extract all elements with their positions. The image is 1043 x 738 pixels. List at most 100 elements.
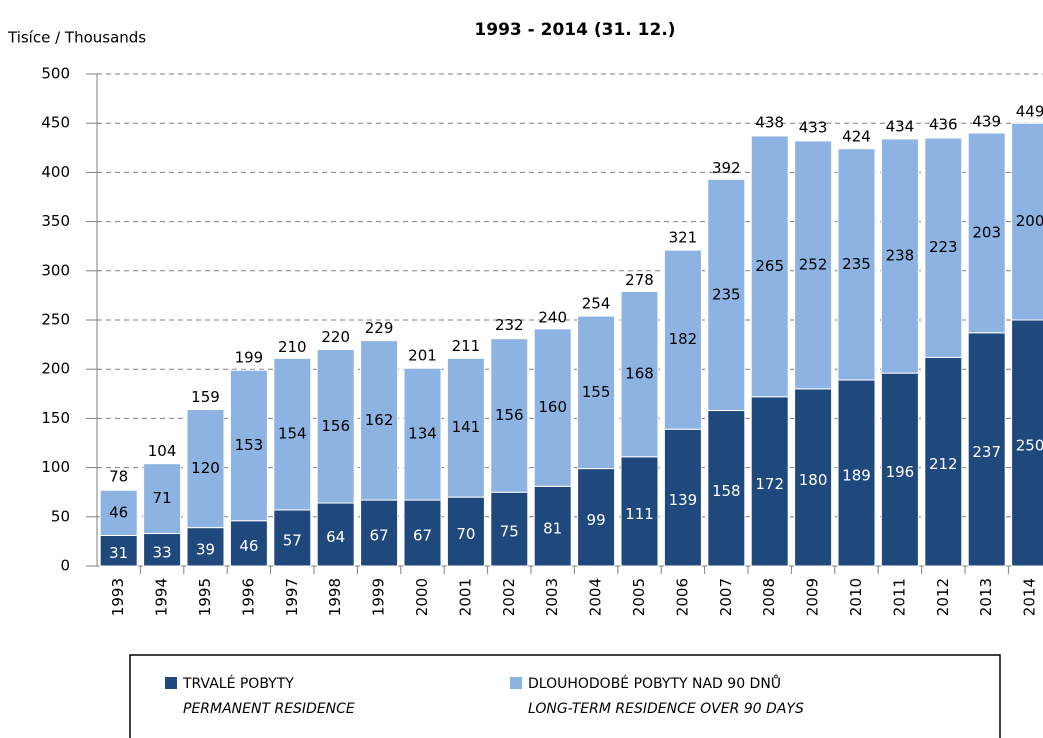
total-label: 229: [365, 319, 394, 337]
bar-segment: [880, 138, 919, 374]
value-label: 46: [239, 537, 258, 555]
legend-swatch: [165, 677, 177, 689]
value-label: 120: [191, 459, 220, 477]
value-label: 156: [495, 406, 524, 424]
x-tick-label: 2014: [1021, 578, 1039, 616]
bar-segment: [663, 249, 702, 430]
bar-segment: [663, 428, 702, 567]
bar-segment: [143, 463, 182, 535]
total-label: 78: [109, 468, 128, 486]
x-tick-label: 2006: [673, 578, 691, 616]
x-tick-label: 1993: [109, 578, 127, 616]
x-tick-label: 1999: [370, 578, 388, 616]
value-label: 162: [365, 411, 394, 429]
bar-segment: [750, 396, 789, 567]
y-tick-label: 250: [41, 311, 70, 329]
value-label: 250: [1016, 437, 1043, 455]
total-label: 449: [1016, 103, 1043, 121]
value-label: 172: [755, 475, 784, 493]
bar-segment: [229, 520, 268, 567]
value-label: 156: [321, 417, 350, 435]
chart-title: 1993 - 2014 (31. 12.): [474, 20, 675, 40]
x-tick-label: 2003: [543, 578, 561, 616]
y-tick-label: 100: [41, 458, 70, 476]
x-tick-label: 1994: [153, 578, 171, 616]
legend-label: TRVALÉ POBYTY: [182, 675, 294, 692]
bar-segment: [967, 132, 1006, 334]
value-label: 67: [413, 527, 432, 545]
legend-label-en: PERMANENT RESIDENCE: [183, 701, 355, 717]
x-tick-label: 1995: [196, 578, 214, 616]
value-label: 31: [109, 544, 128, 562]
value-label: 153: [235, 436, 264, 454]
total-label: 240: [538, 308, 567, 326]
value-label: 158: [712, 482, 741, 500]
bar-segment: [577, 468, 616, 567]
value-label: 155: [582, 383, 611, 401]
legend-swatch: [510, 677, 522, 689]
bar-segment: [837, 148, 876, 381]
total-label: 201: [408, 347, 437, 365]
value-label: 212: [929, 455, 958, 473]
x-tick-label: 2007: [717, 578, 735, 616]
total-label: 438: [755, 114, 784, 132]
bar-segment: [360, 340, 399, 501]
x-tick-label: 1997: [283, 578, 301, 616]
x-tick-label: 2012: [934, 578, 952, 616]
bar-segment: [794, 388, 833, 567]
bar-segment: [143, 533, 182, 567]
value-label: 67: [370, 527, 389, 545]
total-label: 159: [191, 388, 220, 406]
value-label: 182: [669, 330, 698, 348]
bar-segment: [403, 499, 442, 567]
bar-segment: [403, 367, 442, 501]
value-label: 265: [755, 257, 784, 275]
x-tick-label: 2011: [890, 578, 908, 616]
total-label: 392: [712, 159, 741, 177]
bar-segment: [229, 369, 268, 522]
value-label: 223: [929, 238, 958, 256]
y-axis-label: Tisíce / Thousands: [7, 29, 146, 47]
bar-segment: [446, 496, 485, 567]
total-label: 434: [886, 117, 915, 135]
value-label: 180: [799, 471, 828, 489]
value-label: 237: [972, 443, 1001, 461]
x-tick-label: 2000: [413, 578, 431, 616]
bar-segment: [924, 356, 963, 567]
value-label: 141: [452, 418, 481, 436]
bar-segment: [1011, 319, 1043, 567]
value-label: 200: [1016, 212, 1043, 230]
legend-label-en: LONG-TERM RESIDENCE OVER 90 DAYS: [528, 701, 804, 717]
bar-segment: [316, 349, 355, 504]
y-tick-label: 200: [41, 360, 70, 378]
bar-segment: [707, 178, 746, 412]
total-label: 424: [842, 127, 871, 145]
value-label: 235: [842, 255, 871, 273]
value-label: 196: [886, 463, 915, 481]
total-label: 436: [929, 115, 958, 133]
y-tick-label: 150: [41, 409, 70, 427]
value-label: 75: [500, 523, 519, 541]
x-tick-label: 2008: [760, 578, 778, 616]
value-label: 203: [972, 223, 1001, 241]
total-label: 278: [625, 271, 654, 289]
total-label: 220: [321, 328, 350, 346]
bar-segment: [99, 489, 138, 536]
y-tick-label: 450: [41, 114, 70, 132]
bar-segment: [967, 332, 1006, 567]
value-label: 160: [538, 398, 567, 416]
value-label: 81: [543, 520, 562, 538]
value-label: 71: [153, 489, 172, 507]
total-label: 439: [972, 113, 1001, 131]
bar-segment: [533, 485, 572, 567]
total-label: 211: [452, 337, 481, 355]
y-tick-label: 0: [60, 557, 70, 575]
total-label: 232: [495, 316, 524, 334]
value-label: 57: [283, 531, 302, 549]
x-tick-label: 2005: [630, 578, 648, 616]
value-label: 235: [712, 285, 741, 303]
total-label: 433: [799, 118, 828, 136]
bar-segment: [186, 409, 225, 529]
bar-segment: [750, 135, 789, 398]
